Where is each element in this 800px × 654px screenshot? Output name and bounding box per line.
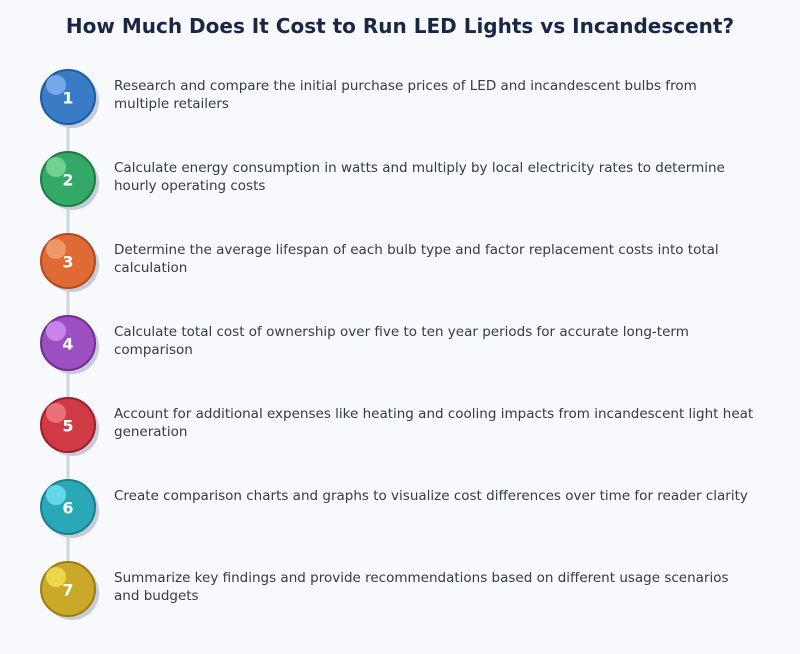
step-highlight [46,403,66,423]
step-highlight [46,239,66,259]
step-text: Create comparison charts and graphs to v… [114,488,748,504]
step-highlight [46,321,66,341]
step-text: Summarize key findings and provide recom… [114,570,729,604]
step-text: Calculate energy consumption in watts an… [114,160,725,194]
step-highlight [46,567,66,587]
step-text: Determine the average lifespan of each b… [114,242,719,276]
step-text: Research and compare the initial purchas… [114,78,697,112]
step-number: 7 [62,581,73,600]
step-highlight [46,75,66,95]
step-text: Account for additional expenses like hea… [114,406,754,440]
step-number: 2 [62,171,73,190]
step-number: 4 [62,335,73,354]
step-number: 6 [62,499,73,518]
step-number: 5 [62,417,73,436]
step-text: Calculate total cost of ownership over f… [114,324,689,358]
step-highlight [46,157,66,177]
step-number: 3 [62,253,73,272]
step-number: 1 [62,89,73,108]
step-highlight [46,485,66,505]
title: How Much Does It Cost to Run LED Lights … [65,14,735,38]
